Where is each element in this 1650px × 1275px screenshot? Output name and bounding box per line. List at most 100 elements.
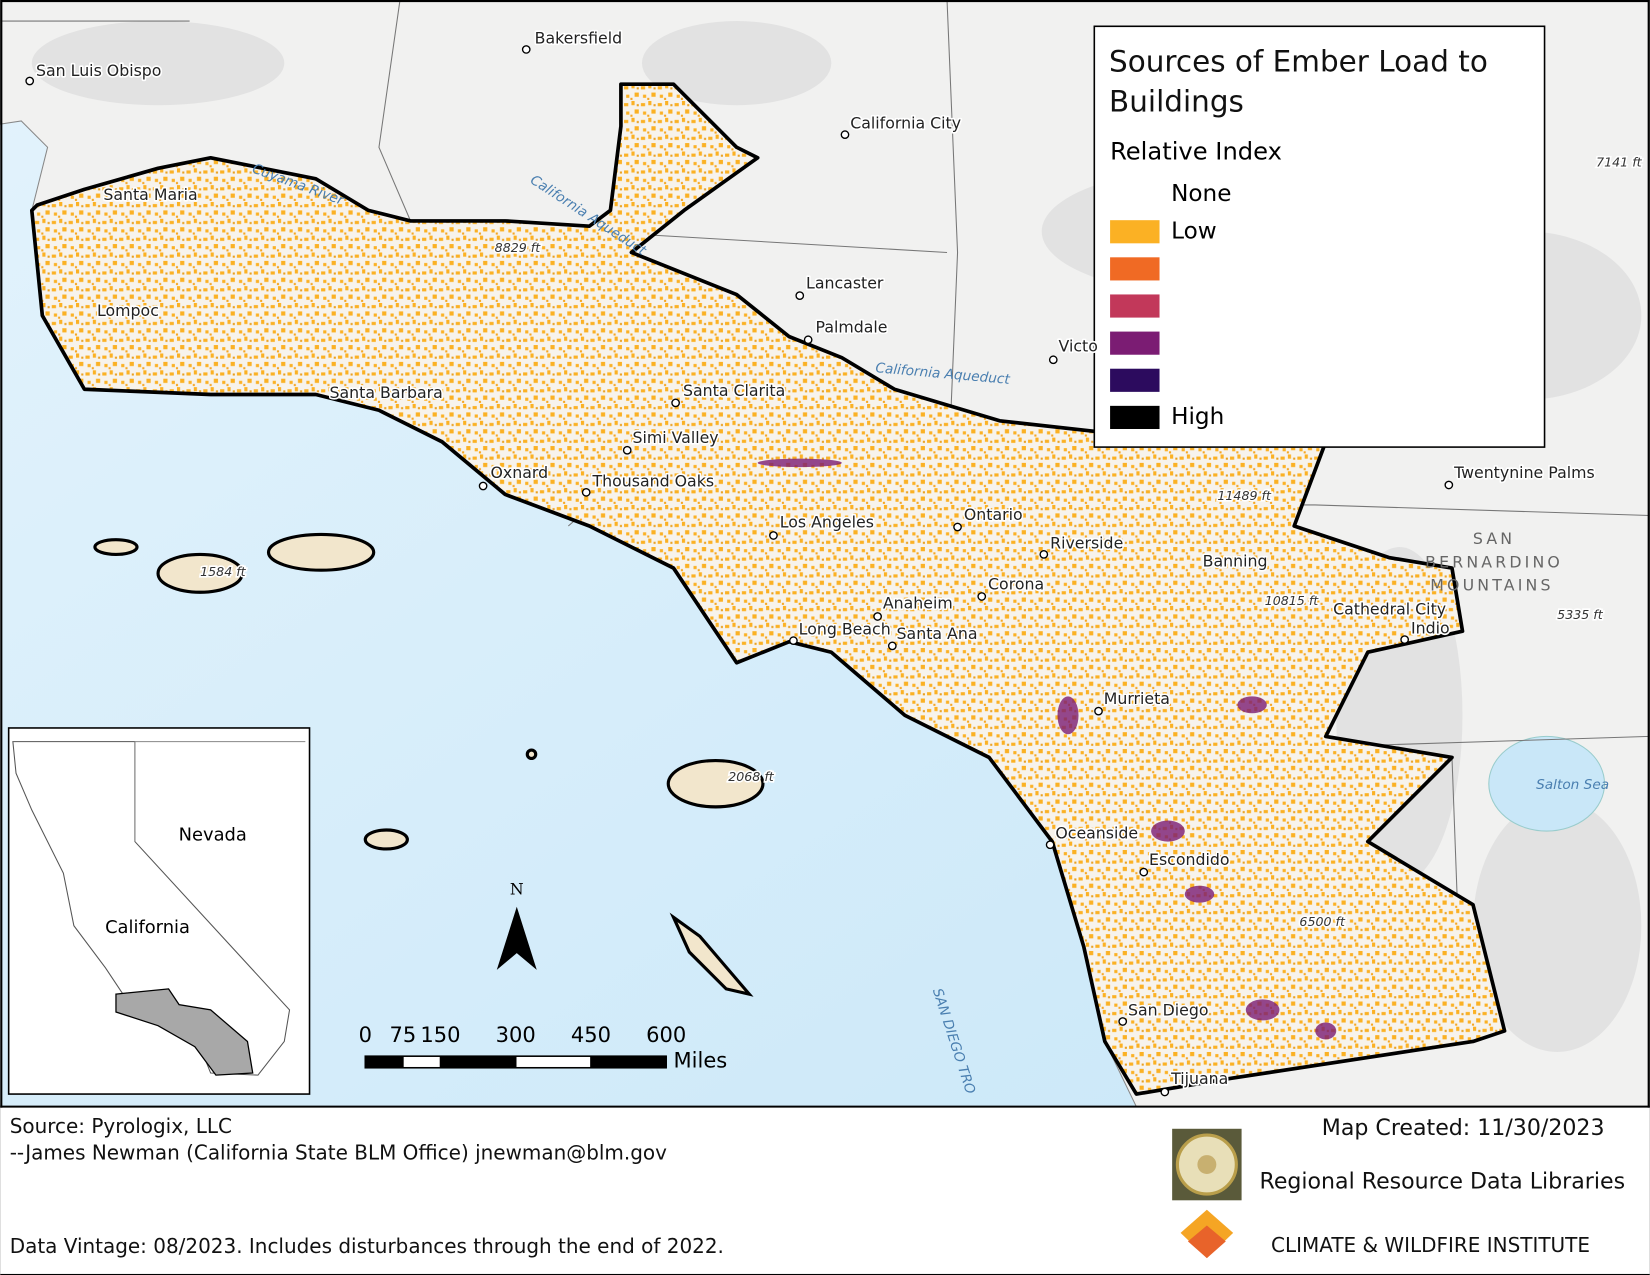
- footer-source: Source: Pyrologix, LLC: [10, 1114, 232, 1138]
- footer-bg: [0, 1107, 1650, 1274]
- place-label: Riverside: [1050, 533, 1123, 552]
- scale-tick-label: 600: [646, 1022, 686, 1047]
- scale-tick-label: 450: [571, 1022, 611, 1047]
- legend-swatch: [1110, 257, 1160, 281]
- elevation-label: 7141 ft: [1596, 155, 1643, 170]
- inset-map: [7, 727, 311, 1095]
- place-label: Lancaster: [806, 274, 884, 293]
- scale-tick-label: 300: [496, 1022, 536, 1047]
- cwi-logo: [1180, 1209, 1234, 1259]
- place-label: Victo: [1059, 337, 1098, 356]
- place-dot: [25, 76, 35, 86]
- legend-swatch: [1110, 405, 1160, 429]
- place-dot: [887, 641, 897, 651]
- place-label: Corona: [988, 574, 1044, 593]
- place-label: Lompoc: [97, 301, 159, 320]
- islands: [93, 532, 765, 997]
- place-label: Oxnard: [490, 463, 548, 482]
- inset-label: Nevada: [179, 824, 247, 845]
- legend-swatch: [1110, 368, 1160, 392]
- place-dot: [1039, 550, 1049, 559]
- mountain-label: SAN: [1473, 529, 1515, 548]
- scale-tick-label: 0: [359, 1022, 372, 1047]
- place-label: Cathedral City: [1333, 600, 1446, 619]
- place-label: Long Beach: [799, 620, 891, 639]
- legend-items: None Low High: [1110, 181, 1231, 430]
- place-label: Escondido: [1149, 850, 1230, 869]
- legend-swatch: [1110, 294, 1160, 318]
- elevation-label: 10815 ft: [1265, 593, 1320, 608]
- legend-title-wrap: Sources of Ember Load to Buildings: [1109, 44, 1488, 119]
- elevation-label: 5335 ft: [1557, 607, 1604, 622]
- place-dot: [789, 636, 798, 646]
- footer-created: Map Created: 11/30/2023: [1322, 1115, 1605, 1141]
- elevation-label: 6500 ft: [1299, 914, 1346, 929]
- place-dot: [873, 612, 882, 621]
- footer-org: CLIMATE & WILDFIRE INSTITUTE: [1271, 1233, 1590, 1257]
- place-label: Santa Barbara: [330, 383, 443, 402]
- high-index-spots: [757, 458, 1337, 1040]
- place-dot: [478, 481, 488, 491]
- legend-swatch: [1110, 183, 1160, 207]
- place-label: Los Angeles: [780, 512, 874, 531]
- footer-contact: --James Newman (California State BLM Off…: [10, 1141, 667, 1165]
- north-label: N: [510, 879, 524, 898]
- legend-swatch: [1110, 331, 1160, 355]
- place-dot: [977, 592, 987, 601]
- salton-sea: [1488, 735, 1606, 832]
- place-dot: [1048, 355, 1058, 365]
- legend-title: Sources of Ember Load to Buildings: [1109, 44, 1488, 119]
- place-label: Anaheim: [883, 593, 953, 612]
- place-label: Bakersfield: [535, 28, 622, 47]
- place-dot: [1400, 635, 1410, 644]
- elevation-label: 1584 ft: [200, 564, 247, 579]
- place-dot: [953, 522, 962, 532]
- place-dot: [1045, 840, 1055, 850]
- place-label: Indio: [1411, 619, 1450, 638]
- place-dot: [1118, 1017, 1128, 1026]
- place-label: Oceanside: [1055, 824, 1138, 843]
- place-label: Murrieta: [1104, 689, 1170, 708]
- place-dot: [1160, 1087, 1170, 1097]
- place-dot: [671, 398, 680, 408]
- legend-label: High: [1171, 404, 1224, 430]
- footer-vintage: Data Vintage: 08/2023. Includes disturba…: [10, 1234, 724, 1258]
- scale-tick-label: 75: [390, 1022, 417, 1047]
- place-dot: [803, 335, 813, 345]
- place-label: Palmdale: [816, 318, 888, 337]
- rrdl-logo: [1172, 1128, 1242, 1201]
- place-dot: [769, 531, 778, 540]
- legend-subtitle: Relative Index: [1110, 138, 1282, 166]
- legend-box: [1093, 25, 1546, 448]
- elevation-label: 2068 ft: [728, 769, 775, 784]
- legend-label: None: [1171, 181, 1231, 207]
- place-dot: [1094, 706, 1103, 716]
- mountain-label: MOUNTAINS: [1430, 575, 1553, 594]
- place-dot: [1444, 480, 1454, 490]
- place-label: San Diego: [1128, 1000, 1209, 1019]
- inset-label: California: [105, 917, 190, 938]
- legend-swatch: [1110, 220, 1160, 244]
- scale-bar: 0 75 150 300 450 600: [359, 1022, 686, 1069]
- place-label: California City: [850, 114, 961, 133]
- place-dot: [521, 45, 531, 54]
- place-label: Twentynine Palms: [1453, 463, 1595, 482]
- place-label: Ontario: [964, 505, 1023, 524]
- mountain-label: BERNARDINO: [1425, 552, 1563, 571]
- place-label: Tijuana: [1170, 1069, 1228, 1088]
- place-label: Santa Maria: [103, 185, 197, 204]
- place-dot: [795, 291, 805, 300]
- place-dot: [1139, 867, 1149, 877]
- elevation-label: 11489 ft: [1217, 488, 1272, 503]
- scale-segment: [590, 1056, 667, 1068]
- place-label: Banning: [1203, 551, 1268, 570]
- study-area: [29, 82, 1507, 1096]
- elevation-label: 8829 ft: [495, 240, 542, 255]
- scale-segment: [440, 1056, 516, 1068]
- feature-label: Salton Sea: [1536, 777, 1609, 793]
- place-dot: [581, 487, 591, 497]
- scale-segment: [365, 1056, 403, 1068]
